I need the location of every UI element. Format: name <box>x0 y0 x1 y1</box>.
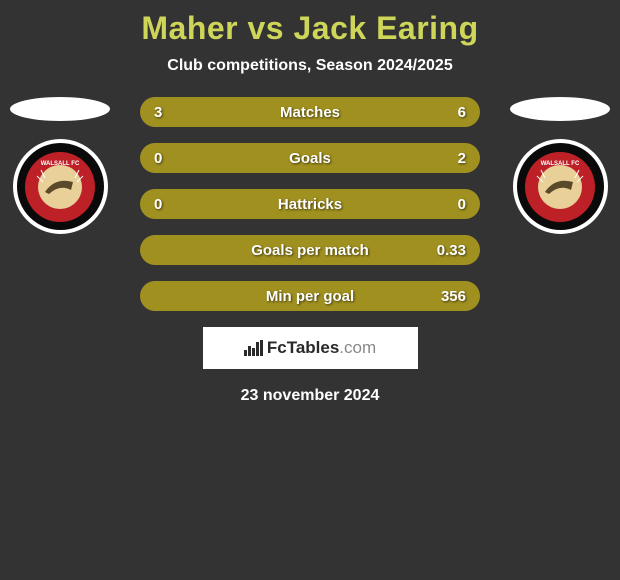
stat-label: Matches <box>280 104 340 121</box>
stat-value-right: 0.33 <box>426 242 466 259</box>
svg-text:WALSALL FC: WALSALL FC <box>541 161 580 167</box>
stat-label: Goals <box>289 150 331 167</box>
comparison-card: Maher vs Jack Earing Club competitions, … <box>0 0 620 580</box>
placeholder-ellipse-left <box>10 97 110 121</box>
stat-row: Goals per match 0.33 <box>140 235 480 265</box>
stat-value-right: 6 <box>426 104 466 121</box>
stat-value-right: 2 <box>426 150 466 167</box>
branding-banner: FcTables.com <box>203 327 418 369</box>
club-badge-left: WALSALL FC <box>13 139 108 234</box>
branding-main: FcTables <box>267 338 339 357</box>
player-right-column: WALSALL FC <box>505 97 615 234</box>
stat-value-right: 356 <box>426 288 466 305</box>
stat-row: Min per goal 356 <box>140 281 480 311</box>
stat-row: 0 Hattricks 0 <box>140 189 480 219</box>
stat-value-left: 3 <box>154 104 194 121</box>
placeholder-ellipse-right <box>510 97 610 121</box>
club-crest-left: WALSALL FC <box>25 152 95 222</box>
branding-text: FcTables.com <box>267 338 376 358</box>
walsall-crest-icon: WALSALL FC <box>25 152 95 222</box>
club-crest-right: WALSALL FC <box>525 152 595 222</box>
stat-value-left: 0 <box>154 150 194 167</box>
walsall-crest-icon: WALSALL FC <box>525 152 595 222</box>
svg-text:WALSALL FC: WALSALL FC <box>41 161 80 167</box>
stats-area: WALSALL FC WALSALL FC <box>0 97 620 311</box>
branding-suffix: .com <box>339 338 376 357</box>
stat-label: Min per goal <box>266 288 354 305</box>
player-left-column: WALSALL FC <box>5 97 115 234</box>
stat-row: 0 Goals 2 <box>140 143 480 173</box>
club-badge-right: WALSALL FC <box>513 139 608 234</box>
bar-chart-icon <box>244 340 263 356</box>
page-title: Maher vs Jack Earing <box>0 0 620 47</box>
subtitle: Club competitions, Season 2024/2025 <box>0 57 620 75</box>
stat-value-left: 0 <box>154 196 194 213</box>
stat-label: Hattricks <box>278 196 342 213</box>
stat-rows: 3 Matches 6 0 Goals 2 0 Hattricks 0 Goals per mat… <box>140 97 480 311</box>
stat-label: Goals per match <box>251 242 369 259</box>
stat-row: 3 Matches 6 <box>140 97 480 127</box>
date-label: 23 november 2024 <box>0 387 620 405</box>
stat-value-right: 0 <box>426 196 466 213</box>
